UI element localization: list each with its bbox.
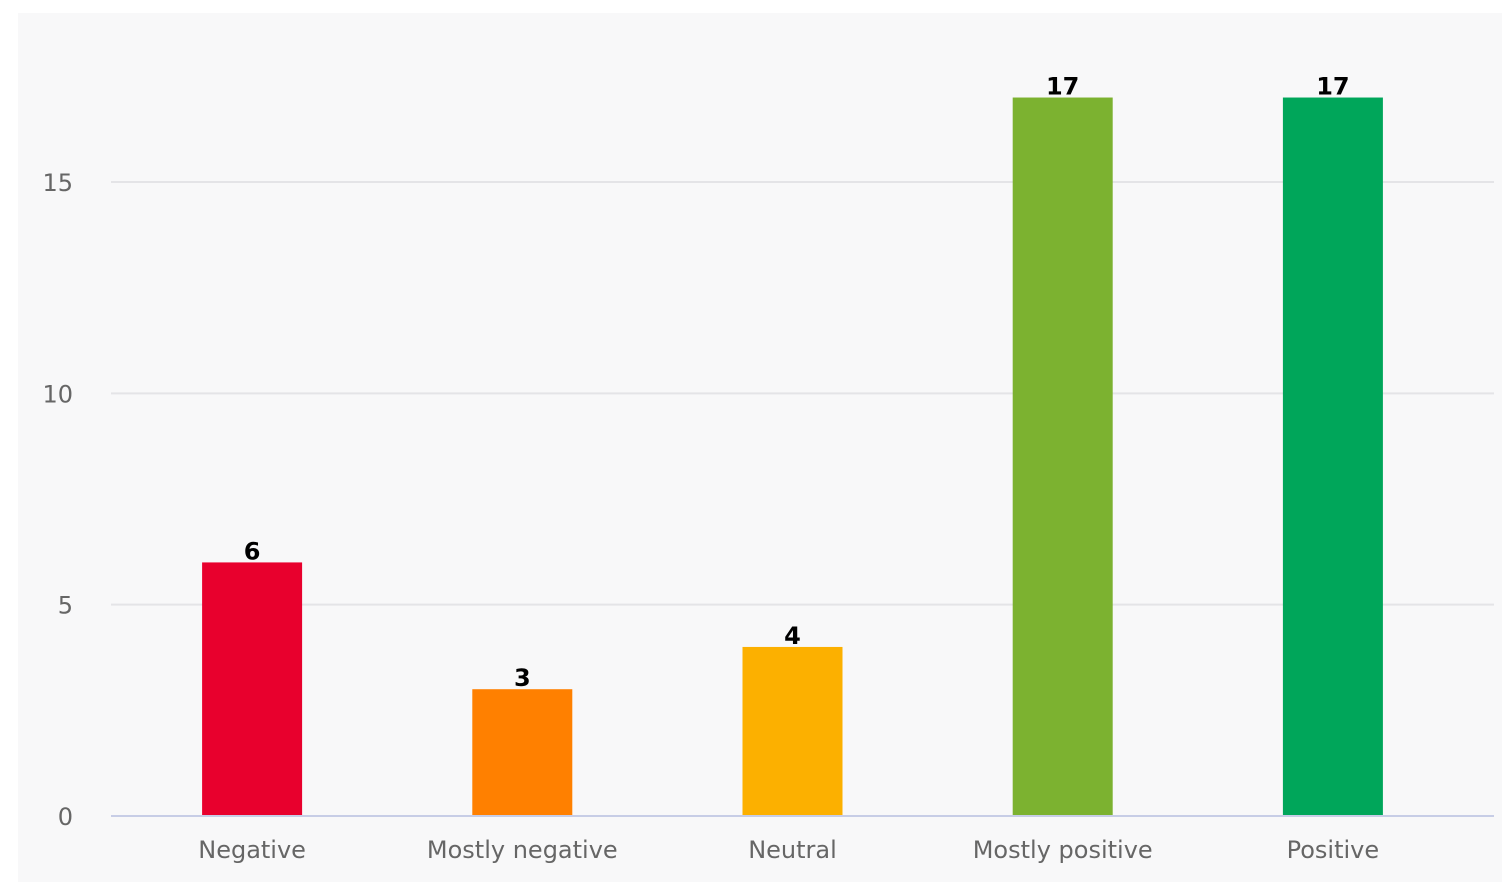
value-labels: 6 3 4 17 17 [244,73,1350,693]
y-tick-label: 15 [42,169,73,197]
data-label: 6 [244,537,261,565]
y-tick-label: 10 [42,380,73,408]
x-tick-label: Neutral [748,836,837,864]
data-label: 4 [784,622,801,650]
bar-positive [1282,97,1383,816]
y-tick-label: 5 [58,592,73,620]
bar-neutral [742,646,843,815]
bars [202,97,1383,816]
x-tick-label: Positive [1287,836,1380,864]
bar-mostly-negative [472,689,573,815]
y-axis-ticks: 0 5 10 15 [42,169,73,831]
x-tick-label: Mostly positive [973,836,1153,864]
data-label: 3 [514,664,531,692]
y-tick-label: 0 [58,803,73,831]
bar-mostly-positive [1012,97,1113,816]
x-axis-labels: Negative Mostly negative Neutral Mostly pos… [198,836,1379,864]
data-label: 17 [1316,73,1349,101]
x-tick-label: Mostly negative [427,836,618,864]
data-label: 17 [1046,73,1079,101]
gridlines [111,181,1494,606]
bar-negative [202,562,303,815]
x-tick-label: Negative [198,836,306,864]
